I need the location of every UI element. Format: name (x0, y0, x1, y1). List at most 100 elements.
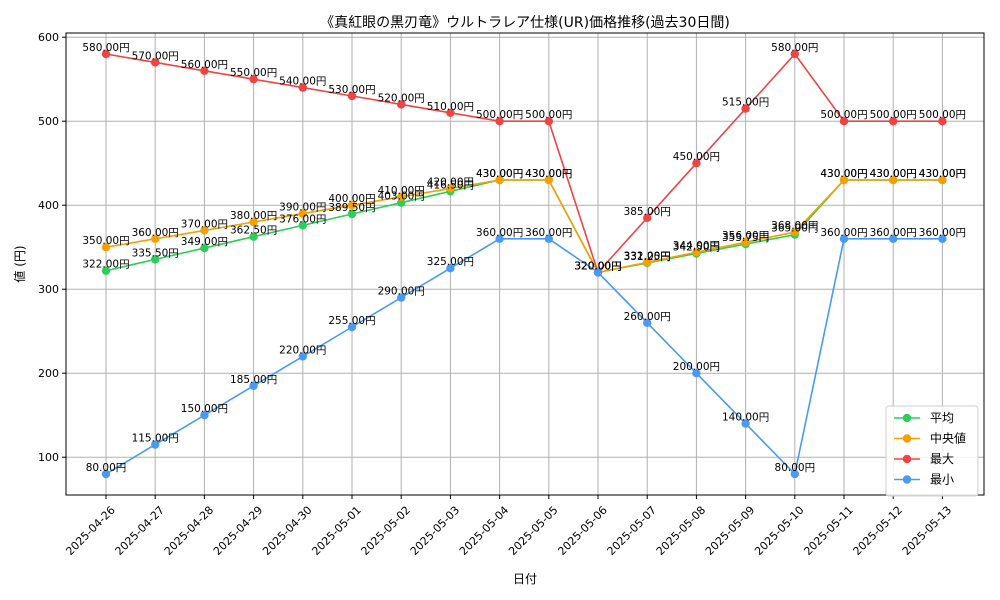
data-point (298, 209, 307, 218)
data-point (544, 234, 553, 243)
data-label-layer: 322.00円335.50円349.00円362.50円376.00円389.5… (82, 42, 966, 474)
data-point (839, 117, 849, 126)
data-point (249, 381, 258, 390)
data-label: 360.00円 (476, 227, 523, 239)
data-point (495, 117, 504, 126)
data-point (938, 234, 947, 243)
data-label: 430.00円 (919, 168, 966, 180)
data-point (101, 49, 111, 59)
data-point (938, 117, 947, 126)
data-label: 410.00円 (378, 185, 425, 197)
legend-label: 最大 (930, 452, 954, 466)
data-label: 320.00円 (574, 260, 621, 272)
series-layer (101, 49, 947, 479)
data-label: 260.00円 (624, 311, 671, 323)
data-point (692, 159, 701, 168)
data-point (298, 352, 307, 361)
data-label: 325.00円 (427, 256, 474, 268)
data-point (151, 440, 160, 449)
data-point (347, 322, 357, 332)
data-label: 570.00円 (132, 50, 179, 62)
data-label: 150.00円 (181, 403, 228, 415)
data-label: 500.00円 (870, 109, 917, 121)
data-label: 220.00円 (279, 344, 326, 356)
data-point (938, 175, 947, 185)
y-tick-label: 600 (38, 31, 59, 44)
data-point (347, 209, 357, 219)
data-label: 320.00円 (574, 260, 621, 272)
legend-label: 中央値 (930, 431, 966, 446)
data-label: 185.00円 (230, 374, 277, 386)
data-point (200, 243, 209, 253)
data-point (101, 469, 111, 479)
data-label: 520.00円 (378, 92, 425, 104)
data-point (200, 66, 209, 76)
data-point (643, 318, 652, 327)
legend-label: 平均 (930, 411, 954, 425)
data-point (200, 411, 209, 420)
data-label: 200.00円 (673, 361, 720, 373)
data-point (249, 232, 258, 241)
data-label: 500.00円 (919, 109, 966, 121)
data-label: 80.00円 (86, 462, 127, 474)
y-tick-label: 100 (38, 451, 59, 464)
legend-marker (902, 454, 912, 464)
data-label: 420.00円 (427, 176, 474, 188)
data-point (347, 91, 357, 101)
data-label: 362.50円 (230, 225, 277, 237)
y-tick-label: 200 (38, 367, 59, 380)
data-point (839, 234, 849, 243)
series-line (105, 52, 943, 274)
chart-title: 《真紅眼の黒刃竜》ウルトラレア仕様(UR)価格推移(過去30日間) (320, 14, 730, 31)
data-label: 356.00円 (722, 230, 769, 242)
data-point (593, 268, 603, 277)
data-label: 430.00円 (870, 168, 917, 180)
data-label: 360.00円 (870, 227, 917, 239)
data-label: 376.00円 (279, 213, 326, 225)
data-point (101, 266, 111, 275)
legend-item: 平均 (894, 411, 954, 425)
legend-marker (902, 434, 912, 443)
data-label: 430.00円 (525, 168, 572, 180)
data-label: 290.00円 (378, 286, 425, 298)
data-label: 342.50円 (673, 242, 720, 254)
data-label: 430.00円 (476, 168, 523, 180)
data-point (151, 255, 160, 264)
y-axis-label: 値 (円) (12, 245, 27, 282)
series-3 (101, 234, 947, 479)
data-label: 365.00円 (771, 223, 818, 235)
legend-label: 最小 (930, 473, 954, 487)
data-point (643, 213, 652, 222)
legend-item: 最大 (894, 452, 954, 466)
data-point (741, 419, 750, 428)
data-label: 560.00円 (181, 59, 228, 71)
y-tick-label: 500 (38, 115, 59, 128)
data-point (249, 217, 258, 227)
data-label: 500.00円 (476, 109, 523, 121)
data-label: 349.00円 (181, 236, 228, 248)
data-label: 385.00円 (624, 206, 671, 218)
data-label: 390.00円 (279, 202, 326, 214)
data-point (151, 58, 160, 67)
data-label: 322.00円 (82, 259, 129, 271)
series-1 (101, 175, 947, 277)
legend-marker (902, 475, 912, 484)
data-label: 580.00円 (82, 42, 129, 54)
data-point (446, 108, 455, 118)
data-point (446, 184, 455, 193)
data-label: 344.00円 (673, 240, 720, 252)
data-label: 320.00円 (574, 260, 621, 272)
data-point (692, 369, 701, 378)
data-point (298, 83, 307, 92)
data-label: 360.00円 (525, 227, 572, 239)
data-label: 530.00円 (328, 84, 375, 96)
data-point (643, 258, 652, 267)
data-point (692, 248, 701, 257)
series-line (105, 179, 943, 274)
data-point (397, 100, 406, 109)
data-label: 368.00円 (771, 220, 818, 232)
grid-layer (66, 33, 984, 495)
data-label: 430.00円 (820, 168, 867, 180)
data-point (397, 198, 406, 207)
